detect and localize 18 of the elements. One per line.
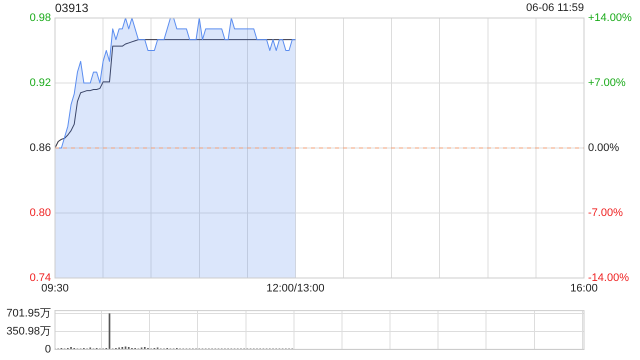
y2-tick-label: +14.00% (588, 12, 632, 24)
y2-tick-label: -7.00% (588, 207, 624, 220)
y-tick-label: 701.95万 (6, 308, 51, 320)
y-tick-label: 0.74 (30, 272, 51, 284)
y2-tick-label: 0.00% (588, 142, 620, 154)
chart-title: 03913 (55, 1, 88, 15)
y-tick-label: 0 (44, 343, 51, 356)
y-tick-label: 0.80 (30, 207, 51, 220)
x-tick-label: 16:00 (570, 282, 598, 295)
y2-tick-label: -14.00% (588, 272, 630, 284)
y2-tick-label: +7.00% (588, 77, 626, 90)
text: 06-06 11:59 (526, 2, 584, 14)
y-tick-label: 0.98 (30, 12, 51, 24)
y-tick-label: 0.92 (30, 77, 51, 90)
y-tick-label: 350.98万 (6, 326, 51, 338)
x-tick-label: 12:00/13:00 (266, 282, 325, 295)
y-tick-label: 0.86 (30, 142, 51, 154)
x-tick-label: 09:30 (41, 282, 69, 295)
